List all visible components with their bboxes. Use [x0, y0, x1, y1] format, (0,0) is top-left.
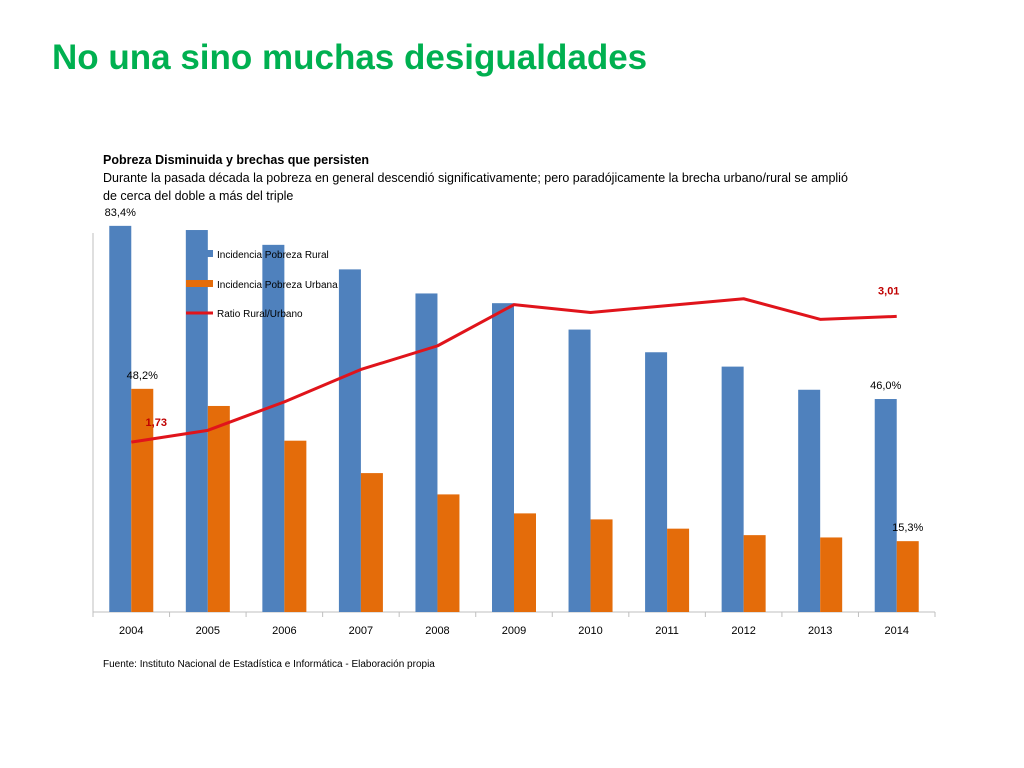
bar-rural-2005 [185, 230, 208, 612]
bar-rural-2008 [415, 293, 438, 612]
bar-urban-2009 [514, 513, 536, 612]
bar-rural-2004 [109, 225, 132, 612]
bar-urban-2014 [896, 541, 919, 612]
x-tick-label: 2009 [502, 625, 526, 637]
data-label-ratio: 1,73 [146, 417, 167, 429]
bar-urban-2007 [360, 473, 383, 612]
source-note: Fuente: Instituto Nacional de Estadístic… [103, 659, 435, 670]
slide-title: No una sino muchas desigualdades [52, 38, 648, 77]
x-tick-label: 2014 [884, 625, 908, 637]
bar-urban-2013 [820, 537, 843, 612]
x-tick-label: 2013 [808, 625, 832, 637]
bar-urban-2006 [284, 440, 307, 612]
bar-urban-2011 [667, 528, 690, 612]
chart-intro: Pobreza Disminuida y brechas que persist… [103, 151, 863, 205]
chart-description: Durante la pasada década la pobreza en g… [103, 171, 848, 203]
x-tick-label: 2011 [655, 625, 679, 637]
bar-urban-2010 [590, 519, 613, 612]
x-tick-label: 2005 [196, 625, 220, 637]
bar-rural-2010 [568, 329, 591, 612]
x-tick-label: 2006 [272, 625, 296, 637]
ratio-line [131, 297, 897, 444]
data-label-rural: 46,0% [870, 380, 901, 392]
bar-rural-2007 [338, 269, 361, 612]
data-label-rural: 83,4% [105, 207, 136, 219]
bar-urban-2005 [207, 405, 230, 612]
legend-label-rural: Incidencia Pobreza Rural [217, 250, 329, 261]
bar-urban-2012 [743, 535, 766, 612]
x-tick-label: 2010 [578, 625, 602, 637]
bar-rural-2006 [262, 244, 285, 612]
legend-swatch-urban [186, 280, 213, 287]
bar-rural-2011 [645, 352, 668, 612]
legend-swatch-rural [186, 250, 213, 257]
data-label-urban: 15,3% [892, 522, 923, 534]
legend-label-urban: Incidencia Pobreza Urbana [217, 280, 338, 291]
x-tick-label: 2008 [425, 625, 449, 637]
bar-urban-2004 [131, 388, 154, 612]
data-label-urban: 48,2% [127, 370, 158, 382]
bar-rural-2012 [721, 366, 744, 612]
x-tick-label: 2012 [731, 625, 755, 637]
legend-label-ratio: Ratio Rural/Urbano [217, 309, 303, 320]
data-label-ratio: 3,01 [878, 285, 899, 297]
chart-heading: Pobreza Disminuida y brechas que persist… [103, 153, 370, 167]
bar-rural-2014 [874, 399, 897, 612]
bar-urban-2008 [437, 494, 460, 612]
bar-rural-2013 [798, 389, 821, 612]
bar-rural-2009 [492, 303, 514, 612]
x-tick-label: 2004 [119, 625, 143, 637]
x-tick-label: 2007 [349, 625, 373, 637]
